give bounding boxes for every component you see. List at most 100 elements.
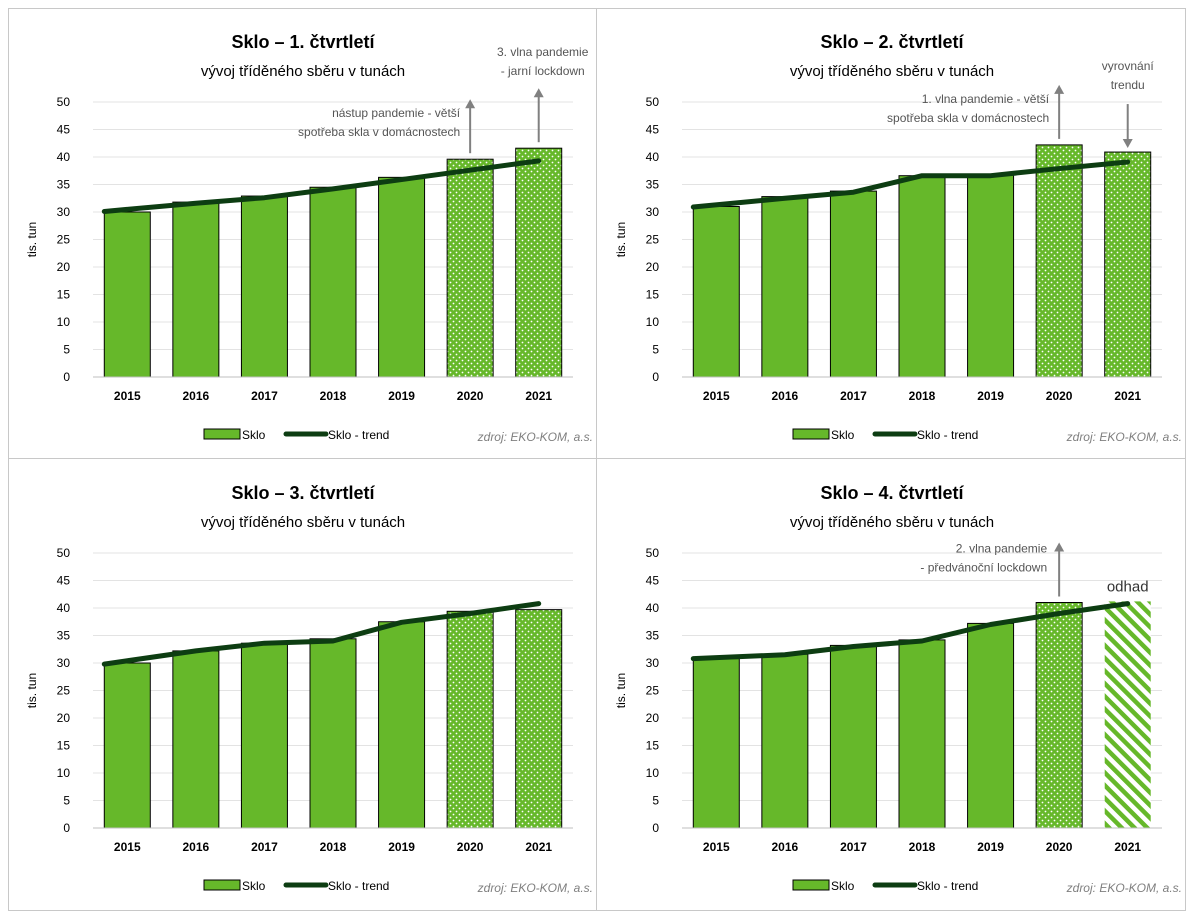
y-tick-label: 10 [57, 766, 71, 780]
y-tick-label: 45 [646, 123, 660, 137]
x-tick-label: 2017 [251, 389, 278, 403]
annotation-arrowhead [533, 88, 544, 98]
x-tick-label: 2015 [114, 389, 141, 403]
y-tick-label: 10 [646, 315, 660, 329]
chart-subtitle: vývoj tříděného sběru v tunách [790, 63, 994, 80]
bar-2015 [103, 211, 151, 378]
annotation-arrowhead [465, 99, 476, 109]
y-tick-label: 0 [63, 821, 70, 835]
x-tick-label: 2020 [457, 389, 484, 403]
chart-svg-q2: Sklo – 2. čtvrtletí vývoj tříděného sběru… [614, 32, 1182, 444]
y-tick-label: 20 [646, 260, 660, 274]
bar-2016 [172, 201, 220, 378]
legend-swatch-sklo [792, 428, 830, 440]
bar-2020 [446, 158, 494, 378]
legend-label-sklo: Sklo [242, 879, 266, 893]
y-tick-label: 50 [57, 546, 71, 560]
source-note: zdroj: EKO-KOM, a.s. [1066, 881, 1182, 895]
y-tick-label: 35 [646, 629, 660, 643]
y-tick-label: 20 [646, 711, 660, 725]
x-tick-label: 2021 [525, 840, 552, 854]
annotation-text: 3. vlna pandemie [497, 45, 589, 59]
bar-2015 [692, 658, 740, 829]
x-tick-label: 2020 [1046, 840, 1073, 854]
annotation-arrowhead [1054, 542, 1065, 552]
y-tick-label: 35 [646, 178, 660, 192]
bar-2021 [515, 147, 563, 378]
annotation-text: odhad [1107, 578, 1149, 595]
bar-2018 [898, 639, 946, 829]
source-note: zdroj: EKO-KOM, a.s. [477, 881, 593, 895]
y-tick-label: 0 [652, 821, 659, 835]
trend-line [101, 158, 542, 214]
legend-swatch-sklo [203, 879, 241, 891]
x-tick-label: 2019 [388, 840, 415, 854]
x-tick-label: 2015 [703, 389, 730, 403]
bar-2016 [761, 653, 809, 829]
bar-2021 [1104, 601, 1151, 828]
y-axis-label: tis. tun [614, 673, 628, 708]
trend-line [690, 601, 1131, 662]
y-tick-label: 45 [57, 574, 71, 588]
chart-title: Sklo – 3. čtvrtletí [231, 483, 375, 503]
x-tick-label: 2016 [183, 389, 210, 403]
bar-2016 [172, 650, 220, 829]
bar-2018 [309, 638, 357, 829]
x-tick-label: 2018 [320, 840, 347, 854]
y-tick-label: 30 [57, 205, 71, 219]
bar-2017 [829, 644, 877, 829]
annotation-text: trendu [1111, 78, 1145, 92]
chart-title: Sklo – 1. čtvrtletí [231, 32, 375, 52]
x-tick-label: 2016 [183, 840, 210, 854]
bar-2019 [967, 174, 1015, 378]
x-tick-label: 2019 [977, 389, 1004, 403]
y-tick-label: 15 [57, 739, 71, 753]
y-tick-label: 35 [57, 178, 71, 192]
legend-label-trend: Sklo - trend [328, 428, 389, 442]
y-tick-label: 15 [646, 739, 660, 753]
y-tick-label: 25 [646, 233, 660, 247]
bar-2015 [103, 662, 151, 829]
y-tick-label: 25 [57, 233, 71, 247]
bar-2016 [761, 196, 809, 378]
x-tick-label: 2018 [909, 840, 936, 854]
legend-label-trend: Sklo - trend [917, 428, 978, 442]
trend-line [101, 601, 542, 667]
chart-panel-q2: Sklo – 2. čtvrtletí vývoj tříděného sběru… [597, 8, 1185, 458]
grid-divider-vertical [596, 8, 597, 911]
annotation-arrowhead [1122, 139, 1133, 149]
y-tick-label: 25 [57, 684, 71, 698]
legend-label-trend: Sklo - trend [328, 879, 389, 893]
chart-subtitle: vývoj tříděného sběru v tunách [790, 514, 994, 531]
bar-2019 [967, 622, 1015, 829]
y-tick-label: 30 [646, 205, 660, 219]
y-tick-label: 30 [57, 656, 71, 670]
x-tick-label: 2015 [114, 840, 141, 854]
bar-2017 [829, 190, 877, 378]
x-tick-label: 2018 [909, 389, 936, 403]
bar-2019 [378, 176, 426, 378]
y-tick-label: 40 [646, 150, 660, 164]
legend-label-sklo: Sklo [831, 879, 855, 893]
x-tick-label: 2021 [525, 389, 552, 403]
bar-2017 [240, 195, 288, 378]
bar-2020 [446, 610, 494, 829]
y-tick-label: 40 [646, 601, 660, 615]
x-tick-label: 2021 [1114, 389, 1141, 403]
chart-grid: Sklo – 1. čtvrtletí vývoj tříděného sběru… [8, 8, 1186, 911]
bar-2017 [240, 642, 288, 829]
y-tick-label: 35 [57, 629, 71, 643]
y-tick-label: 15 [57, 288, 71, 302]
y-tick-label: 0 [652, 370, 659, 384]
y-axis-label: tis. tun [614, 222, 628, 257]
y-tick-label: 10 [57, 315, 71, 329]
x-tick-label: 2020 [1046, 389, 1073, 403]
x-tick-label: 2021 [1114, 840, 1141, 854]
legend-label-sklo: Sklo [831, 428, 855, 442]
annotation-text: - předvánoční lockdown [920, 561, 1047, 575]
grid-border [8, 8, 1186, 911]
annotation-text: nástup pandemie - větší [332, 106, 461, 120]
x-tick-label: 2016 [772, 389, 799, 403]
x-tick-label: 2017 [251, 840, 278, 854]
y-tick-label: 5 [63, 343, 70, 357]
